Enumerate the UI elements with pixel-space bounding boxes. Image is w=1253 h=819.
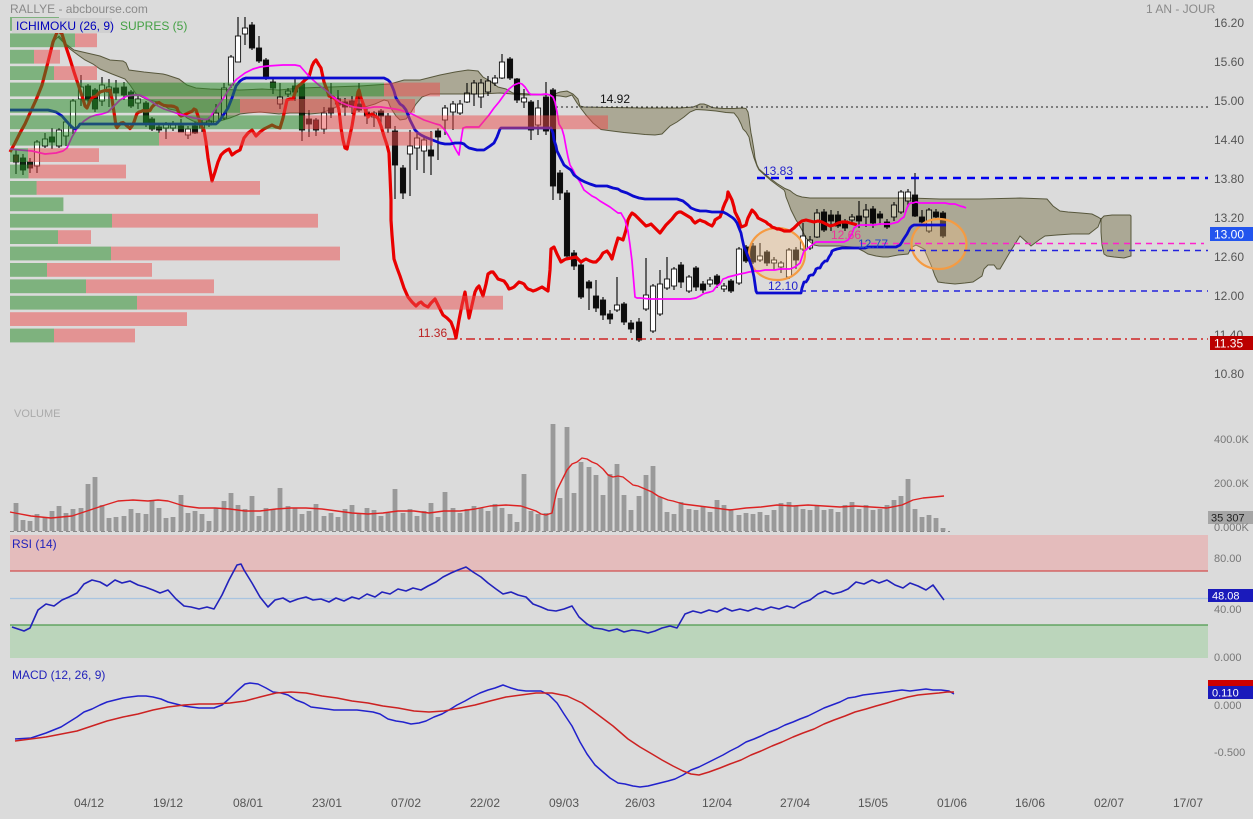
svg-text:13.83: 13.83 <box>763 164 793 178</box>
svg-text:80.00: 80.00 <box>1214 553 1242 565</box>
svg-text:16/06: 16/06 <box>1015 796 1045 810</box>
svg-text:15.60: 15.60 <box>1214 55 1244 69</box>
svg-text:17/07: 17/07 <box>1173 796 1203 810</box>
svg-text:14.40: 14.40 <box>1214 133 1244 147</box>
svg-text:12.00: 12.00 <box>1214 289 1244 303</box>
svg-text:RSI (14): RSI (14) <box>12 537 57 551</box>
svg-text:11.35: 11.35 <box>1214 337 1243 351</box>
svg-text:VOLUME: VOLUME <box>14 408 60 420</box>
svg-text:SUPRES (5): SUPRES (5) <box>120 19 187 33</box>
svg-text:15.00: 15.00 <box>1214 94 1244 108</box>
svg-text:10.80: 10.80 <box>1214 367 1244 381</box>
svg-text:07/02: 07/02 <box>391 796 421 810</box>
svg-text:23/01: 23/01 <box>312 796 342 810</box>
svg-text:1 AN - JOUR: 1 AN - JOUR <box>1146 2 1216 16</box>
svg-text:12/04: 12/04 <box>702 796 732 810</box>
svg-text:12.66: 12.66 <box>831 228 861 242</box>
svg-text:400.0K: 400.0K <box>1214 434 1250 446</box>
svg-text:16.20: 16.20 <box>1214 16 1244 30</box>
svg-text:0.000: 0.000 <box>1214 700 1242 712</box>
svg-text:27/04: 27/04 <box>780 796 810 810</box>
svg-text:RALLYE - abcbourse.com: RALLYE - abcbourse.com <box>10 2 148 16</box>
svg-text:09/03: 09/03 <box>549 796 579 810</box>
svg-text:12.60: 12.60 <box>1214 250 1244 264</box>
svg-text:12.10: 12.10 <box>768 279 798 293</box>
svg-text:0.110: 0.110 <box>1212 688 1239 700</box>
svg-text:35 307: 35 307 <box>1211 513 1245 525</box>
svg-text:15/05: 15/05 <box>858 796 888 810</box>
svg-text:22/02: 22/02 <box>470 796 500 810</box>
svg-text:13.20: 13.20 <box>1214 211 1244 225</box>
svg-text:02/07: 02/07 <box>1094 796 1124 810</box>
svg-text:12.77: 12.77 <box>858 237 888 251</box>
svg-text:0.000: 0.000 <box>1214 652 1242 664</box>
svg-text:MACD (12, 26, 9): MACD (12, 26, 9) <box>12 668 105 682</box>
svg-text:48.08: 48.08 <box>1212 591 1240 603</box>
svg-text:13.00: 13.00 <box>1214 228 1244 242</box>
svg-text:04/12: 04/12 <box>74 796 104 810</box>
svg-text:01/06: 01/06 <box>937 796 967 810</box>
svg-text:0.000K: 0.000K <box>1214 522 1250 534</box>
svg-text:200.0K: 200.0K <box>1214 478 1250 490</box>
svg-text:08/01: 08/01 <box>233 796 263 810</box>
svg-text:ICHIMOKU (26, 9): ICHIMOKU (26, 9) <box>16 19 114 33</box>
svg-text:14.92: 14.92 <box>600 92 630 106</box>
svg-text:11.36: 11.36 <box>418 326 447 340</box>
svg-text:-0.500: -0.500 <box>1214 747 1245 759</box>
svg-text:40.00: 40.00 <box>1214 604 1242 616</box>
svg-text:13.80: 13.80 <box>1214 172 1244 186</box>
svg-text:26/03: 26/03 <box>625 796 655 810</box>
svg-text:19/12: 19/12 <box>153 796 183 810</box>
